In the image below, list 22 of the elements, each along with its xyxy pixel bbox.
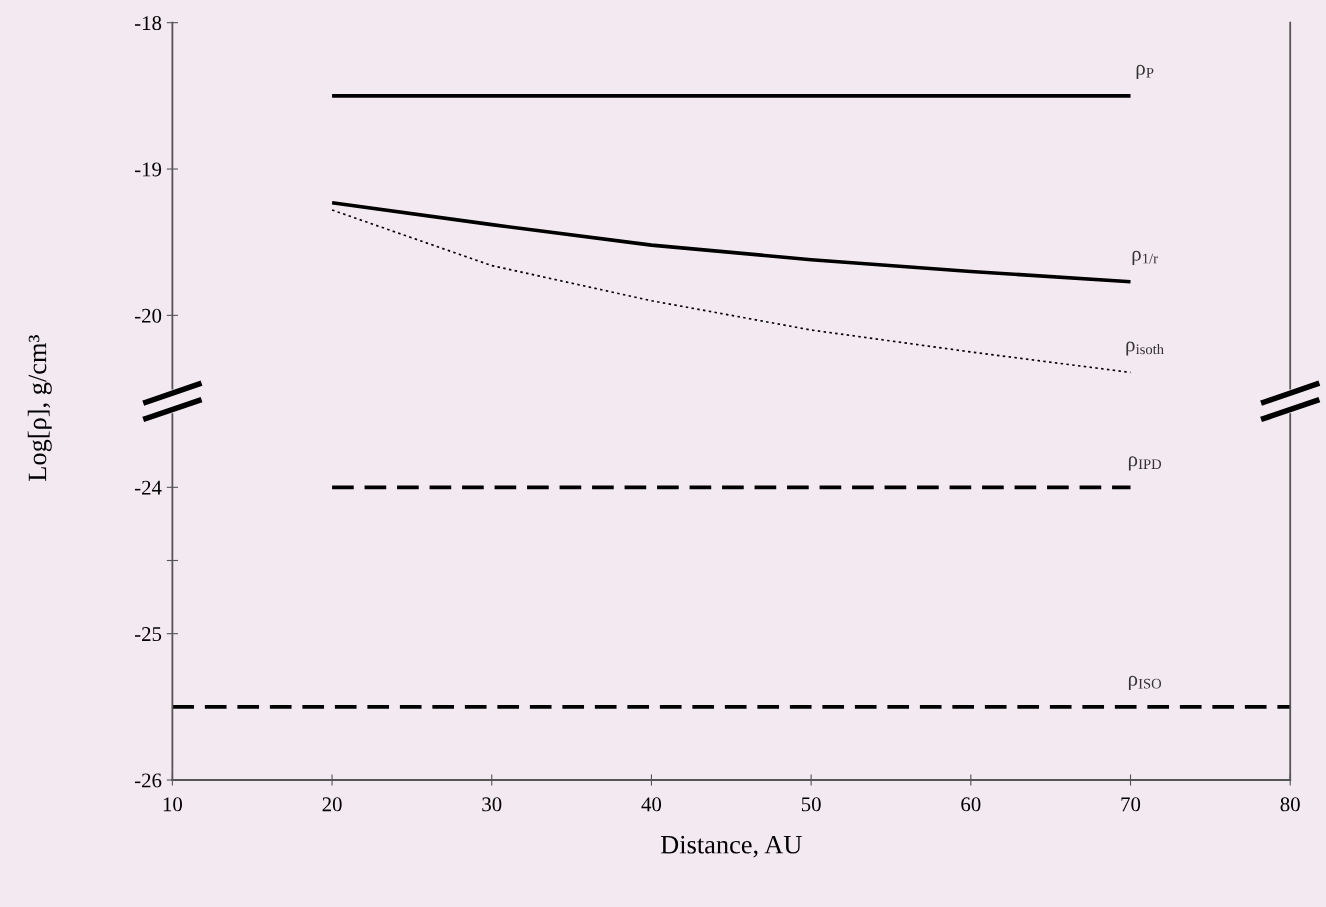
x-tick-label: 10 <box>163 797 182 812</box>
line-series <box>330 200 1133 284</box>
x-tick-label: 70 <box>1121 797 1141 812</box>
series-label: ρ$_{isoth}$ <box>1126 341 1164 356</box>
series-label: ρ$_{ISO}$ <box>1128 675 1162 691</box>
y-tick-label: -20 <box>134 308 162 323</box>
x-tick-label: 60 <box>961 797 981 812</box>
y-tick-label: -19 <box>134 162 162 177</box>
series-label: ρ$_{IPD}$ <box>1128 456 1162 471</box>
series-label: ρ$_{1/r}$ <box>1132 250 1158 265</box>
y-tick-label: -24 <box>134 480 162 495</box>
y-tick-label: -25 <box>134 627 162 642</box>
y-tick-label: -26 <box>134 773 162 788</box>
y-axis-title: Log[ρ], g/cm³ <box>27 335 52 481</box>
x-tick-label: 50 <box>801 797 821 812</box>
x-tick-label: 80 <box>1280 797 1300 812</box>
x-axis-title: Distance, AU <box>660 835 802 858</box>
y-tick-label: -18 <box>134 16 162 31</box>
x-tick-label: 30 <box>482 797 502 812</box>
series-label: ρ$_{P}$ <box>1136 64 1154 80</box>
x-tick-label: 20 <box>322 797 342 812</box>
x-tick-label: 40 <box>641 797 662 812</box>
